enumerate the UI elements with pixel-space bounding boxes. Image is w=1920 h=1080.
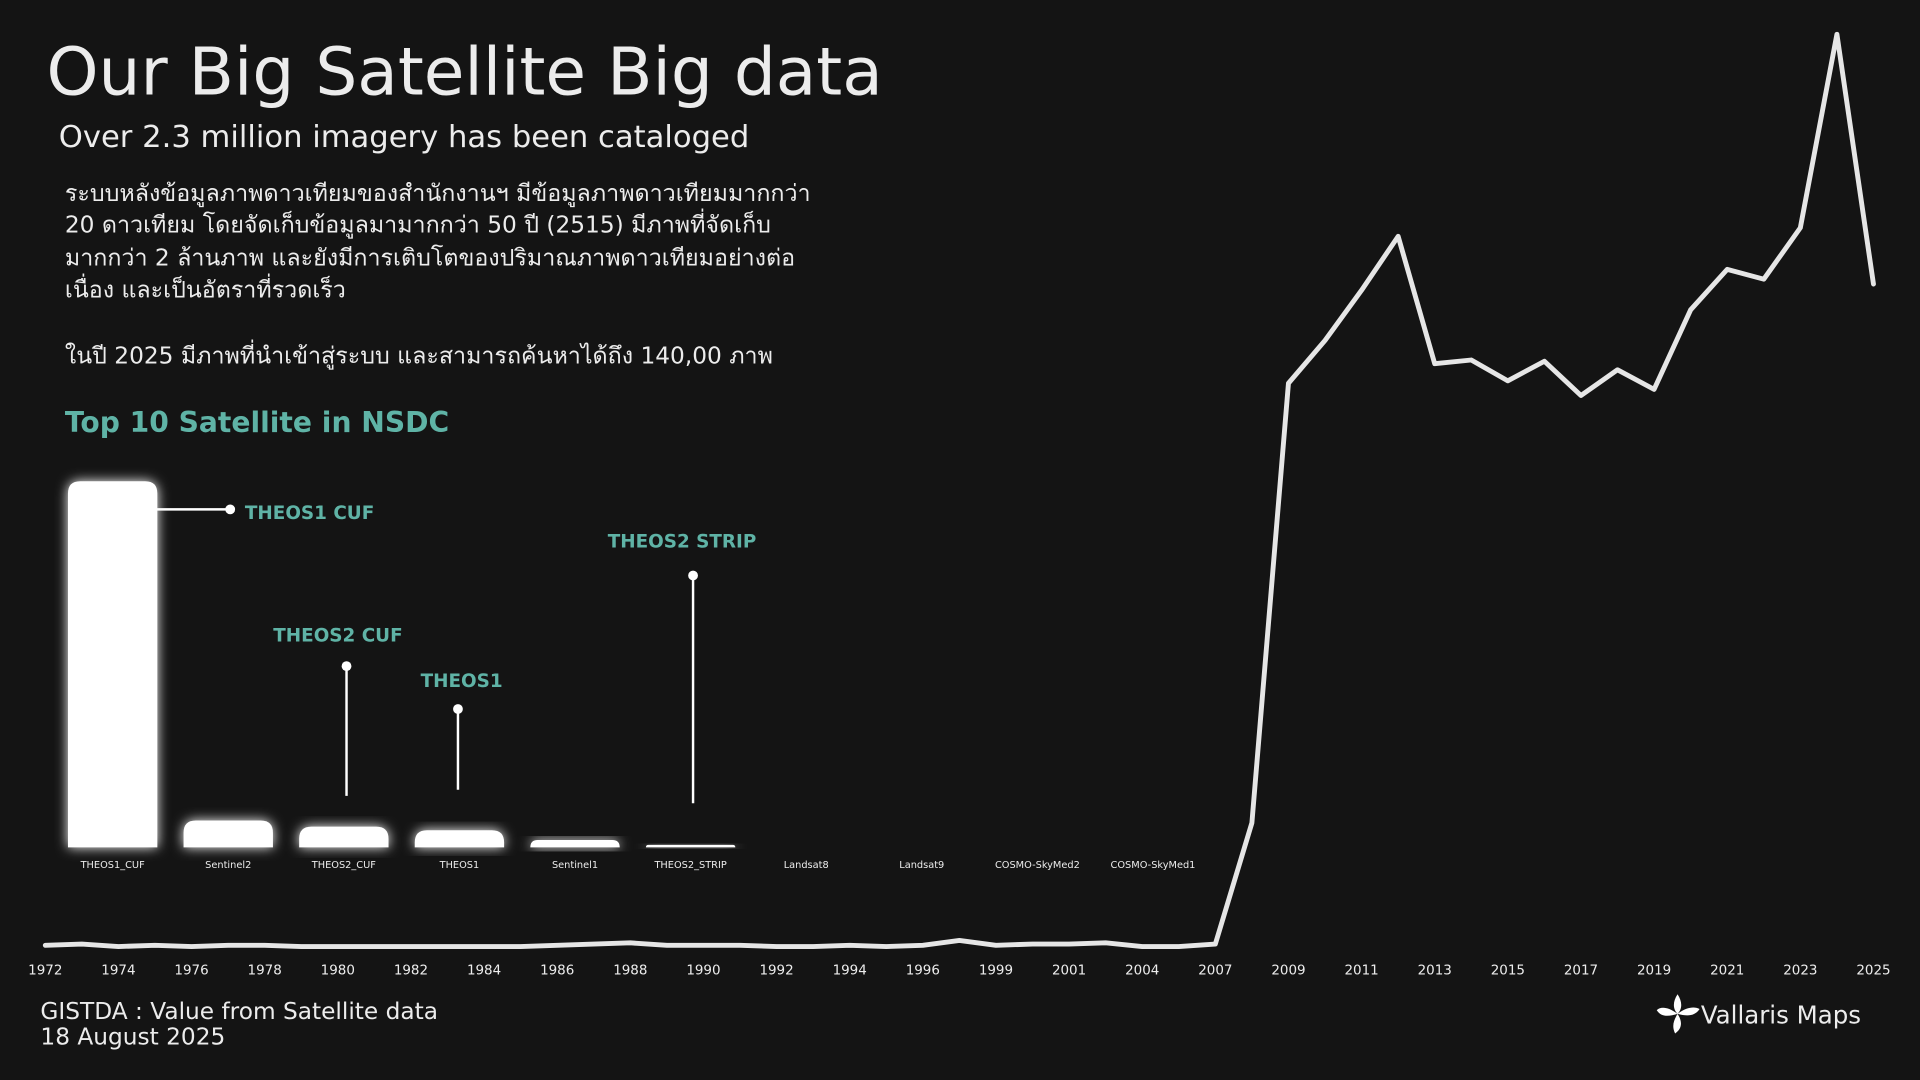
x-tick-label: 1976 [174,964,208,979]
x-tick-label: Landsat8 [784,860,829,871]
x-tick-label: 2009 [1271,964,1305,979]
x-tick-label: 1978 [248,964,282,979]
x-tick-label: 1982 [394,964,428,979]
x-tick-label: 2015 [1491,964,1525,979]
bar [530,840,620,848]
x-tick-label: 1972 [28,964,62,979]
x-tick-label: Landsat9 [899,860,944,871]
body-line: เนื่อง และเป็นอัตราที่รวดเร็ว [65,274,346,304]
callout-dot [453,704,463,714]
body-line: ระบบหลังข้อมูลภาพดาวเทียมของสำนักงานฯ มี… [65,180,811,208]
x-tick-label: 2001 [1052,964,1086,979]
callout-dot [688,570,698,581]
bar [67,481,158,848]
title: Our Big Satellite Big data [47,33,883,110]
source: GISTDA : Value from Satellite data [40,998,438,1025]
x-tick-label: 1990 [686,964,720,979]
x-tick-label: Sentinel2 [205,860,251,871]
x-tick-label: 2013 [1418,964,1452,979]
annotation: THEOS2 STRIP [608,531,757,552]
annotation: THEOS1 [421,671,503,692]
bar [183,820,273,848]
x-tick-label: THEOS1_CUF [80,860,146,871]
x-tick-label: 1992 [759,964,793,979]
x-tick-label: 1974 [101,964,135,979]
x-tick-label: COSMO-SkyMed1 [1111,860,1196,871]
x-tick-label: 1988 [613,964,647,979]
brand: Vallaris Maps [1701,1001,1861,1030]
x-tick-label: 1999 [979,964,1013,979]
x-tick-label: 2007 [1198,964,1232,979]
x-tick-label: Sentinel1 [552,860,598,871]
x-tick-label: 2004 [1125,964,1159,979]
bar [299,826,389,848]
x-tick-label: 1986 [540,964,574,979]
brand-logo [1656,994,1700,1034]
x-tick-label: 1984 [467,964,501,979]
callout-dot [225,504,236,515]
x-tick-label: THEOS2_STRIP [653,860,726,871]
x-tick-label: 2011 [1344,964,1378,979]
x-tick-label: 2025 [1856,964,1890,979]
x-tick-label: COSMO-SkyMed2 [995,860,1080,871]
x-tick-label: 1994 [833,964,867,979]
subtitle: Over 2.3 million imagery has been catalo… [59,120,750,155]
annotation: THEOS1 CUF [245,503,374,524]
x-tick-label: 2021 [1710,964,1744,979]
bar [414,830,505,848]
x-tick-label: 1980 [321,964,355,979]
x-tick-label: 2019 [1637,964,1671,979]
x-tick-label: THEOS1 [439,860,480,871]
bar [645,844,736,848]
date: 18 August 2025 [40,1023,225,1050]
body-line: มากกว่า 2 ล้านภาพ และยังมีการเติบโตของปร… [65,245,795,272]
x-tick-label: THEOS2_CUF [311,860,377,871]
chart-title: Top 10 Satellite in NSDC [65,406,449,439]
body-line: 20 ดาวเทียม โดยจัดเก็บข้อมูลมามากกว่า 50… [65,209,771,240]
x-tick-label: 2023 [1783,964,1817,979]
line [42,31,1876,949]
annotation: THEOS2 CUF [273,626,402,647]
note: ในปี 2025 มีภาพที่นำเข้าสู่ระบบ และสามาร… [65,340,773,371]
x-tick-label: 2017 [1564,964,1598,979]
callout-dot [341,661,352,672]
x-tick-label: 1996 [906,964,940,979]
